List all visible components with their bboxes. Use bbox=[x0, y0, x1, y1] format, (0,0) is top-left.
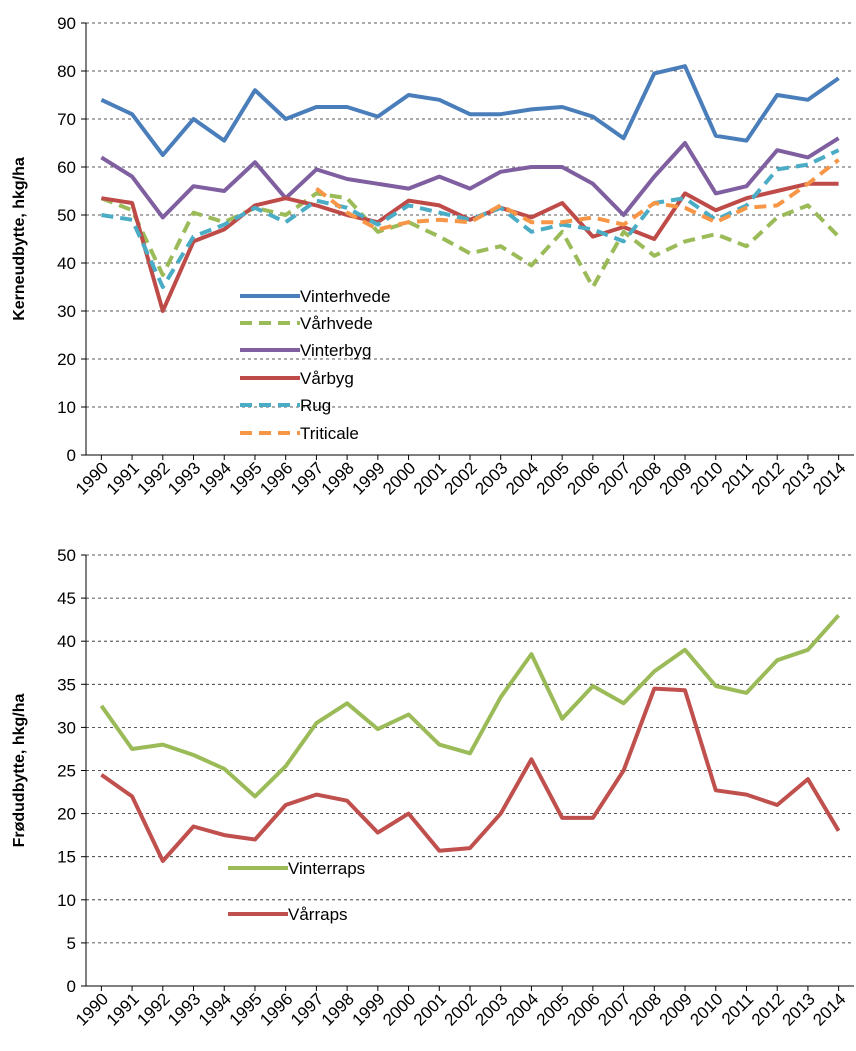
x-tick-label: 1998 bbox=[318, 458, 358, 498]
y-tick-label: 15 bbox=[57, 848, 76, 867]
x-tick-label: 2007 bbox=[594, 989, 634, 1029]
legend-label: Vårbyg bbox=[300, 369, 354, 388]
y-tick-label: 45 bbox=[57, 589, 76, 608]
x-tick-label: 1990 bbox=[72, 989, 112, 1029]
x-tick-label: 1994 bbox=[195, 458, 235, 498]
series-line bbox=[100, 64, 840, 157]
y-tick-label: 10 bbox=[57, 398, 76, 417]
legend-label: Vårhvede bbox=[300, 314, 373, 333]
x-tick-label: 1992 bbox=[133, 458, 173, 498]
y-tick-label: 90 bbox=[57, 14, 76, 33]
x-tick-label: 2008 bbox=[625, 989, 665, 1029]
x-tick-label: 2000 bbox=[379, 989, 419, 1029]
y-tick-label: 80 bbox=[57, 62, 76, 81]
x-tick-label: 1995 bbox=[226, 458, 266, 498]
x-tick-label: 1997 bbox=[287, 989, 327, 1029]
x-tick-label: 2005 bbox=[533, 989, 573, 1029]
x-tick-label: 1991 bbox=[103, 989, 143, 1029]
x-tick-label: 1999 bbox=[348, 458, 388, 498]
x-tick-label: 2007 bbox=[594, 458, 634, 498]
x-tick-label: 2004 bbox=[502, 989, 542, 1029]
x-tick-label: 2010 bbox=[686, 458, 726, 498]
y-tick-label: 0 bbox=[67, 446, 76, 465]
y-tick-label: 20 bbox=[57, 805, 76, 824]
legend-label: Rug bbox=[300, 396, 331, 415]
y-axis-label: Frødudbytte, hkg/ha bbox=[11, 694, 28, 848]
y-tick-label: 50 bbox=[57, 206, 76, 225]
x-tick-label: 2009 bbox=[656, 458, 696, 498]
y-tick-label: 25 bbox=[57, 762, 76, 781]
x-tick-label: 1993 bbox=[164, 458, 204, 498]
y-tick-label: 60 bbox=[57, 158, 76, 177]
x-tick-label: 2003 bbox=[471, 989, 511, 1029]
series-line bbox=[100, 686, 841, 863]
x-tick-label: 2014 bbox=[809, 989, 849, 1029]
y-tick-label: 30 bbox=[57, 718, 76, 737]
x-tick-label: 1999 bbox=[348, 989, 388, 1029]
y-tick-label: 0 bbox=[67, 977, 76, 996]
x-tick-label: 2000 bbox=[379, 458, 419, 498]
x-tick-label: 2011 bbox=[718, 458, 757, 497]
x-tick-label: 2001 bbox=[410, 989, 450, 1029]
y-tick-label: 50 bbox=[57, 546, 76, 565]
y-tick-label: 10 bbox=[57, 891, 76, 910]
series-line bbox=[315, 158, 840, 232]
x-tick-label: 2012 bbox=[748, 458, 788, 498]
series-line bbox=[101, 181, 839, 313]
legend-label: Vinterraps bbox=[288, 859, 365, 878]
x-tick-label: 2013 bbox=[779, 458, 819, 498]
legend-label: Vårraps bbox=[288, 905, 348, 924]
x-tick-label: 2003 bbox=[471, 458, 511, 498]
y-tick-label: 70 bbox=[57, 110, 76, 129]
x-tick-label: 2009 bbox=[656, 989, 696, 1029]
x-tick-label: 2014 bbox=[809, 458, 849, 498]
x-tick-label: 2013 bbox=[779, 989, 819, 1029]
x-tick-label: 2001 bbox=[410, 458, 450, 498]
x-tick-label: 2002 bbox=[441, 458, 481, 498]
y-tick-label: 35 bbox=[57, 675, 76, 694]
y-tick-label: 40 bbox=[57, 632, 76, 651]
x-tick-label: 2002 bbox=[441, 989, 481, 1029]
x-tick-label: 1992 bbox=[133, 989, 173, 1029]
x-tick-label: 1996 bbox=[256, 458, 296, 498]
x-tick-label: 2008 bbox=[625, 458, 665, 498]
x-tick-label: 2010 bbox=[686, 989, 726, 1029]
series-line bbox=[99, 613, 841, 799]
x-tick-label: 2006 bbox=[564, 458, 604, 498]
series-line bbox=[100, 136, 840, 220]
series-line bbox=[101, 148, 840, 289]
y-tick-label: 5 bbox=[67, 934, 76, 953]
x-tick-label: 1994 bbox=[195, 989, 235, 1029]
y-axis-label: Kerneudbytte, hkg/ha bbox=[11, 157, 28, 321]
x-tick-label: 1990 bbox=[72, 458, 112, 498]
x-tick-label: 1993 bbox=[164, 989, 204, 1029]
x-tick-label: 2006 bbox=[564, 989, 604, 1029]
x-tick-label: 1991 bbox=[103, 458, 143, 498]
x-tick-label: 1996 bbox=[256, 989, 296, 1029]
legend-label: Vinterhvede bbox=[300, 287, 390, 306]
x-tick-label: 2004 bbox=[502, 458, 542, 498]
x-tick-label: 1998 bbox=[318, 989, 358, 1029]
x-tick-label: 2011 bbox=[718, 989, 757, 1028]
x-tick-label: 1995 bbox=[226, 989, 266, 1029]
y-tick-label: 20 bbox=[57, 350, 76, 369]
y-tick-label: 30 bbox=[57, 302, 76, 321]
x-tick-label: 2012 bbox=[748, 989, 788, 1029]
y-tick-label: 40 bbox=[57, 254, 76, 273]
x-tick-label: 1997 bbox=[287, 458, 327, 498]
x-tick-label: 2005 bbox=[533, 458, 573, 498]
legend-label: Triticale bbox=[300, 424, 359, 443]
legend-label: Vinterbyg bbox=[300, 341, 372, 360]
